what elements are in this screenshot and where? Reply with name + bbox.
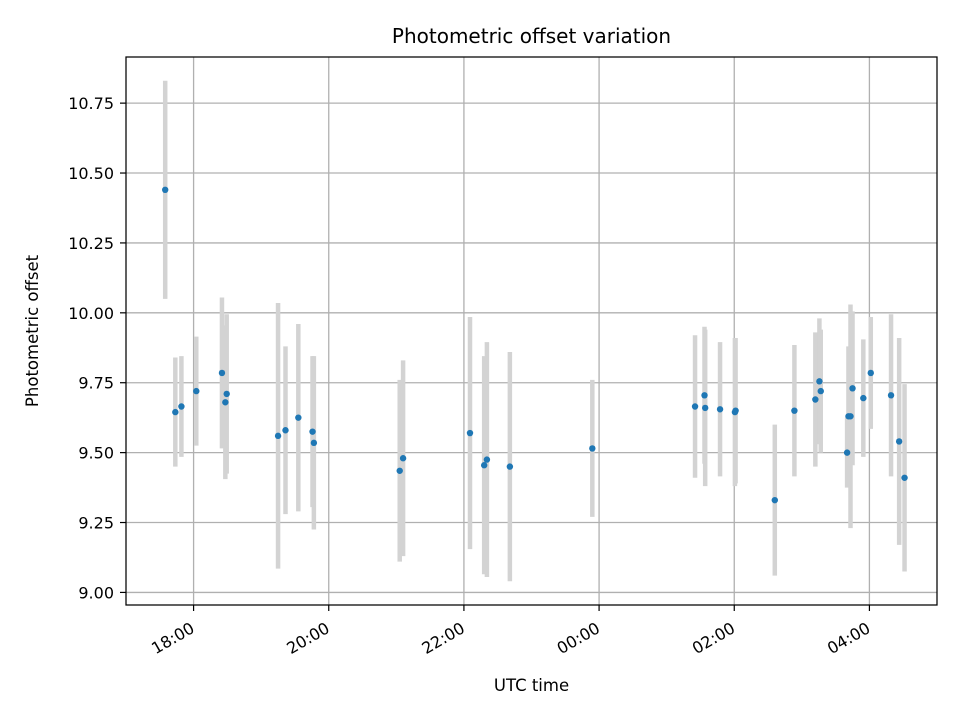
data-point	[847, 413, 854, 420]
y-tick-label: 10.50	[68, 164, 114, 183]
data-point	[309, 428, 316, 435]
data-point	[895, 438, 903, 445]
grid-lines	[126, 57, 937, 605]
data-point	[172, 408, 179, 416]
data-point	[867, 369, 874, 377]
data-point	[466, 429, 474, 437]
data-point	[843, 449, 851, 456]
data-point	[480, 462, 488, 469]
y-tick-label: 9.00	[78, 583, 114, 602]
data-points	[161, 186, 908, 504]
data-point	[483, 456, 491, 463]
plot-frame	[125, 56, 938, 606]
data-point	[193, 387, 200, 395]
data-point	[817, 387, 824, 395]
data-point	[860, 394, 867, 402]
data-point	[274, 432, 282, 440]
data-point	[295, 414, 302, 421]
y-tick-label: 10.25	[68, 234, 114, 253]
data-point	[223, 390, 230, 398]
data-point	[178, 403, 185, 410]
data-point	[732, 407, 739, 414]
data-point	[282, 427, 289, 434]
chart-title: Photometric offset variation	[392, 24, 671, 48]
data-point	[589, 445, 596, 452]
data-point	[218, 369, 226, 377]
y-tick-label: 10.75	[68, 94, 114, 113]
data-point	[812, 396, 819, 403]
y-axis-title: Photometric offset	[23, 254, 42, 407]
data-point	[791, 407, 798, 414]
data-point	[506, 463, 514, 470]
data-point	[771, 496, 778, 504]
data-point	[716, 406, 724, 413]
y-tick-label: 9.50	[78, 444, 114, 463]
data-point	[310, 439, 318, 447]
x-axis-title: UTC time	[494, 676, 569, 695]
data-point	[849, 385, 856, 392]
data-point	[887, 392, 895, 399]
y-tick-label: 9.25	[78, 514, 114, 533]
data-point	[161, 186, 169, 194]
data-point	[691, 403, 699, 410]
data-point	[701, 404, 709, 412]
data-point	[901, 474, 908, 481]
data-point	[816, 378, 823, 385]
data-point	[222, 399, 229, 406]
data-point	[399, 455, 407, 462]
y-tick-label: 10.00	[68, 304, 114, 323]
data-point	[396, 467, 403, 474]
data-point	[701, 392, 708, 399]
y-tick-label: 9.75	[78, 374, 114, 393]
